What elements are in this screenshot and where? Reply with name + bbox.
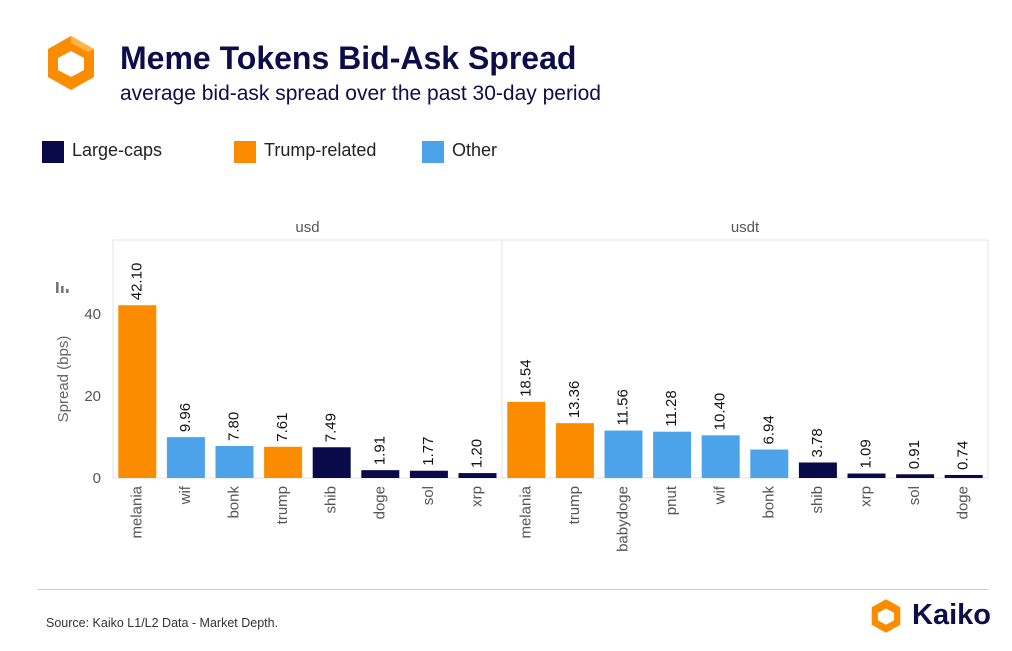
data-label: 1.09	[857, 439, 874, 468]
chart-subtitle: average bid-ask spread over the past 30-…	[120, 82, 601, 105]
legend-swatch-other	[422, 141, 444, 163]
y-tick-label: 0	[93, 470, 101, 487]
data-label: 9.96	[177, 403, 194, 432]
data-label: 11.56	[614, 389, 631, 425]
data-label: 10.40	[712, 393, 729, 431]
axis-glyph-bar	[66, 289, 69, 293]
x-tick-label: shib	[323, 486, 340, 514]
x-tick-label: xrp	[857, 486, 874, 507]
axis-glyph-bar	[56, 282, 59, 293]
data-label: 7.80	[225, 412, 242, 441]
legend-label: Trump-related	[264, 140, 377, 160]
y-tick-label: 40	[84, 306, 101, 323]
x-tick-label: shib	[809, 486, 826, 514]
bar	[555, 423, 594, 478]
x-tick-label: trump	[274, 486, 291, 524]
x-tick-label: babydoge	[614, 486, 631, 552]
panel-frame	[501, 239, 989, 479]
bar	[166, 437, 205, 478]
x-tick-label: doge	[371, 486, 388, 519]
data-label: 6.94	[760, 415, 777, 444]
x-tick-label: sol	[906, 486, 923, 505]
x-tick-label: wif	[712, 485, 729, 505]
x-tick-label: xrp	[468, 486, 485, 507]
data-label: 1.20	[468, 439, 485, 468]
data-label: 7.61	[274, 413, 291, 442]
y-axis-label: Spread (bps)	[55, 336, 72, 423]
bar	[944, 474, 983, 478]
bar	[507, 401, 546, 478]
bar	[701, 435, 740, 478]
bar	[653, 431, 692, 478]
bar	[312, 447, 351, 478]
bar	[361, 470, 400, 478]
x-tick-label: melania	[128, 485, 145, 538]
data-label: 42.10	[128, 263, 145, 301]
kaiko-brand-icon	[871, 599, 901, 633]
data-label: 1.91	[371, 436, 388, 465]
bar	[458, 473, 497, 478]
legend-label: Large-caps	[72, 140, 163, 160]
data-label: 18.54	[517, 359, 534, 397]
chart-title: Meme Tokens Bid-Ask Spread	[120, 40, 577, 76]
kaiko-logo-icon	[48, 36, 94, 90]
bar	[409, 470, 448, 478]
brand-name: Kaiko	[912, 599, 991, 631]
data-label: 7.49	[323, 413, 340, 442]
legend-label: Other	[452, 140, 498, 160]
bar	[847, 473, 886, 478]
panel-title: usdt	[731, 219, 760, 236]
data-label: 3.78	[809, 428, 826, 457]
panel-title: usd	[295, 219, 319, 236]
data-label: 0.91	[906, 440, 923, 469]
bar	[750, 449, 789, 478]
bar	[118, 305, 157, 478]
bar-chart: usd usdt 0 20 40 Spread (bps) 42.10 melania 9.96…	[55, 219, 989, 552]
axis-glyph-bar	[61, 286, 64, 293]
x-tick-label: bonk	[225, 486, 242, 519]
bar	[896, 474, 935, 478]
x-tick-label: doge	[955, 486, 972, 519]
source-note: Source: Kaiko L1/L2 Data - Market Depth.	[46, 616, 279, 630]
bar	[215, 445, 254, 478]
bar	[798, 462, 837, 478]
x-tick-label: pnut	[663, 485, 680, 515]
legend-swatch-trump-related	[234, 141, 256, 163]
bar	[264, 446, 303, 478]
x-tick-label: wif	[177, 485, 194, 505]
y-tick-label: 20	[84, 388, 101, 405]
x-tick-label: sol	[420, 486, 437, 505]
bar	[604, 430, 643, 478]
x-tick-label: trump	[566, 486, 583, 524]
x-tick-label: melania	[517, 485, 534, 538]
footer-divider	[38, 589, 988, 590]
data-label: 13.36	[566, 381, 583, 419]
data-label: 0.74	[955, 441, 972, 470]
x-tick-label: bonk	[760, 486, 777, 519]
data-label: 11.28	[663, 390, 680, 426]
legend-swatch-large-caps	[42, 141, 64, 163]
data-label: 1.77	[420, 437, 437, 466]
